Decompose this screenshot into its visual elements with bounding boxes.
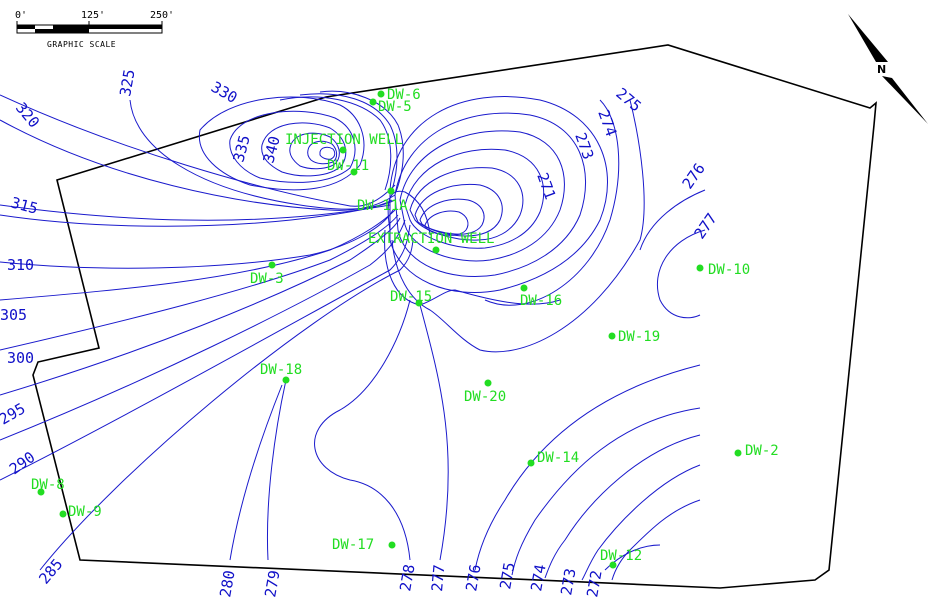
well-label-dw-19: DW-19 <box>618 329 660 345</box>
scale-bar-seg3 <box>53 25 89 33</box>
contour-label-271: 271 <box>533 170 559 202</box>
contour-label-280: 280 <box>216 569 238 599</box>
well-dot-dw-14 <box>527 459 535 467</box>
well-label-dw-11: DW-11 <box>327 158 369 174</box>
well-dot-dw-15 <box>415 299 423 307</box>
contour-label-325: 325 <box>116 68 138 98</box>
contour-label-273: 273 <box>557 567 579 597</box>
well-label-dw-9: DW-9 <box>68 504 102 520</box>
contour-label-320: 320 <box>12 99 43 131</box>
contour-label-310: 310 <box>7 256 34 274</box>
well-dot-dw-2 <box>734 449 742 457</box>
well-dot-dw-6 <box>377 90 385 98</box>
contour-label-335: 335 <box>229 133 253 164</box>
well-label-dw-20: DW-20 <box>464 389 506 405</box>
well-label-dw-15: DW-15 <box>390 289 432 305</box>
contour-label-278: 278 <box>396 563 418 593</box>
scale-bar-seg2 <box>35 29 53 33</box>
contour-label-272: 272 <box>583 569 605 599</box>
contour-label-285: 285 <box>35 555 66 587</box>
contour-label-279: 279 <box>261 569 283 599</box>
well-label-injection: INJECTION WELL <box>285 132 403 148</box>
well-dot-dw-12 <box>609 561 617 569</box>
well-dot-dw-5 <box>369 98 377 106</box>
well-dot-dw-16 <box>520 284 528 292</box>
well-label-dw-17: DW-17 <box>332 537 374 553</box>
scale-bar-seg4 <box>89 25 162 29</box>
well-dot-dw-9 <box>59 510 67 518</box>
north-arrow-icon: N <box>848 14 928 124</box>
contour-label-276: 276 <box>462 563 484 593</box>
well-label-dw-14: DW-14 <box>537 450 579 466</box>
well-label-dw-10: DW-10 <box>708 262 750 278</box>
well-dot-dw-20 <box>484 379 492 387</box>
contour-label-305: 305 <box>0 306 27 324</box>
wells: DW-6 DW-5 INJECTION WELL DW-11 DW-11A EX… <box>31 87 779 569</box>
contour-label-277: 277 <box>428 564 448 593</box>
well-dot-dw-18 <box>282 376 290 384</box>
well-label-dw-18: DW-18 <box>260 362 302 378</box>
contour-label-277-east: 277 <box>691 210 721 243</box>
scale-tick-0: 0' <box>15 10 27 21</box>
north-label: N <box>877 63 886 76</box>
scale-tick-250: 250' <box>150 10 174 21</box>
well-label-dw-8: DW-8 <box>31 477 65 493</box>
scale-tick-125: 125' <box>81 10 105 21</box>
well-dot-dw-8 <box>37 488 45 496</box>
well-dot-dw-11a <box>387 187 395 195</box>
contour-label-290: 290 <box>6 448 39 478</box>
well-label-dw-3: DW-3 <box>250 271 284 287</box>
well-label-dw-11a: DW-11A <box>357 198 408 214</box>
contour-label-315: 315 <box>9 193 40 217</box>
well-dot-extraction <box>432 246 440 254</box>
contour-label-295: 295 <box>0 399 28 428</box>
well-dot-dw-11 <box>350 168 358 176</box>
scale-title: GRAPHIC SCALE <box>47 40 116 49</box>
well-label-extraction: EXTRACTION WELL <box>368 231 494 247</box>
well-dot-injection <box>339 146 347 154</box>
contour-label-330: 330 <box>208 78 240 107</box>
contour-label-340: 340 <box>259 134 283 165</box>
site-boundary <box>32 44 877 589</box>
well-label-dw-16: DW-16 <box>520 293 562 309</box>
scale-bar-seg1 <box>17 25 35 29</box>
well-label-dw-6: DW-6 <box>387 87 421 103</box>
contour-label-276-east: 276 <box>679 160 709 193</box>
well-label-dw-12: DW-12 <box>600 548 642 564</box>
contour-label-275-north: 275 <box>612 84 644 115</box>
contour-label-274: 274 <box>527 563 549 593</box>
well-dot-dw-10 <box>696 264 704 272</box>
contour-label-300: 300 <box>7 349 34 367</box>
contour-label-274-north: 274 <box>594 107 620 139</box>
well-dot-dw-3 <box>268 261 276 269</box>
contour-label-275: 275 <box>496 561 518 591</box>
well-label-dw-2: DW-2 <box>745 443 779 459</box>
well-dot-dw-19 <box>608 332 616 340</box>
well-label-dw-5: DW-5 <box>378 99 412 115</box>
graphic-scale: 0' 125' 250' GRAPHIC SCALE <box>15 10 174 49</box>
well-dot-dw-17 <box>388 541 396 549</box>
